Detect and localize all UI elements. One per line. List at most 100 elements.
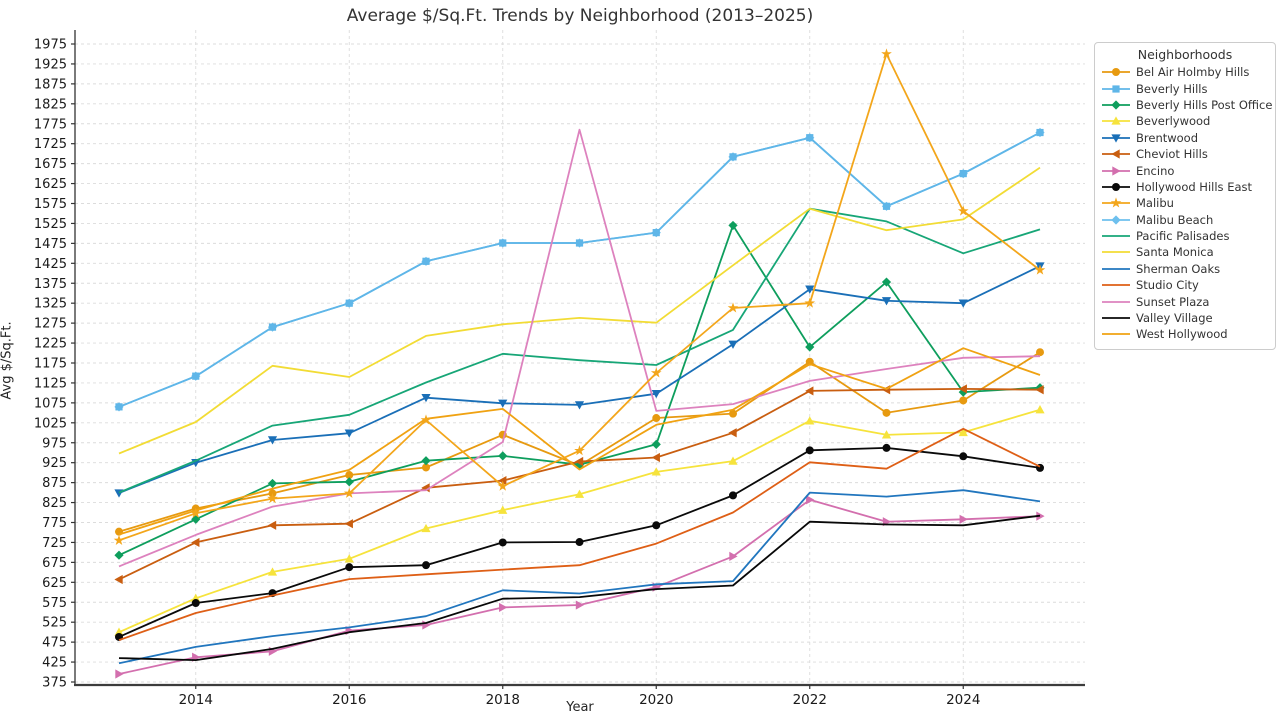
legend-label: Sunset Plaza [1136, 294, 1210, 309]
y-tick-label: 1475 [34, 237, 67, 252]
y-tick-label: 475 [42, 636, 67, 651]
legend-label: Beverly Hills Post Office [1136, 97, 1273, 112]
legend-item: Malibu Beach [1101, 212, 1269, 228]
series-valley-village [118, 514, 1041, 661]
legend-marker-triangle-up [1101, 114, 1131, 128]
series-studio-city [118, 427, 1041, 641]
legend-marker-none [1101, 295, 1131, 309]
y-tick-label: 625 [42, 576, 67, 591]
series-bel-air-holmby-hills [115, 348, 1044, 536]
y-tick-label: 875 [42, 476, 67, 491]
legend-item: Hollywood Hills East [1101, 179, 1269, 195]
series-beverly-hills [115, 128, 1044, 411]
legend-label: Beverlywood [1136, 114, 1211, 129]
legend-marker-diamond [1101, 98, 1131, 112]
y-tick-label: 925 [42, 456, 67, 471]
legend-label: Cheviot Hills [1136, 147, 1208, 162]
y-tick-label: 1625 [34, 177, 67, 192]
legend-item: Sherman Oaks [1101, 261, 1269, 277]
legend-item: Bel Air Holmby Hills [1101, 64, 1269, 80]
series-malibu [113, 48, 1046, 545]
y-tick-label: 1175 [34, 357, 67, 372]
x-tick-label: 2018 [486, 692, 520, 708]
legend-marker-none [1101, 327, 1131, 341]
legend-marker-star [1101, 196, 1131, 210]
legend-label: Brentwood [1136, 130, 1199, 145]
series-west-hollywood [118, 347, 1041, 536]
chart-title: Average $/Sq.Ft. Trends by Neighborhood … [346, 6, 814, 26]
legend-marker-none [1101, 229, 1131, 243]
series-sherman-oaks [118, 489, 1041, 665]
x-tick-label: 2024 [946, 692, 980, 708]
series-malibu-beach [114, 127, 1045, 412]
legend-item: Beverlywood [1101, 113, 1269, 129]
legend-marker-none [1101, 278, 1131, 292]
y-tick-label: 1025 [34, 416, 67, 431]
y-tick-label: 825 [42, 496, 67, 511]
legend-marker-circle [1101, 180, 1131, 194]
series-cheviot-hills [114, 384, 1044, 585]
legend-marker-triangle-left [1101, 147, 1131, 161]
y-tick-label: 575 [42, 596, 67, 611]
legend-label: West Hollywood [1136, 327, 1228, 342]
legend-item: Brentwood [1101, 130, 1269, 146]
legend-item: Sunset Plaza [1101, 293, 1269, 309]
series-santa-monica [118, 166, 1041, 455]
legend-item: Valley Village [1101, 310, 1269, 326]
y-tick-label: 425 [42, 656, 67, 671]
series-sunset-plaza [118, 128, 1041, 568]
legend-marker-none [1101, 262, 1131, 276]
legend-label: Malibu Beach [1136, 212, 1214, 227]
y-tick-label: 1425 [34, 257, 67, 272]
legend-item: Pacific Palisades [1101, 228, 1269, 244]
x-tick-label: 2014 [179, 692, 213, 708]
legend-label: Encino [1136, 163, 1175, 178]
legend-label: Malibu [1136, 196, 1174, 211]
legend-item: Santa Monica [1101, 244, 1269, 260]
y-tick-label: 725 [42, 536, 67, 551]
series-hollywood-hills-east [115, 443, 1044, 641]
legend-item: Cheviot Hills [1101, 146, 1269, 162]
y-tick-label: 1775 [34, 117, 67, 132]
series-pacific-palisades [118, 207, 1041, 494]
legend-item: Malibu [1101, 195, 1269, 211]
legend-marker-none [1101, 311, 1131, 325]
legend-item: Beverly Hills [1101, 80, 1269, 96]
legend-label: Sherman Oaks [1136, 261, 1221, 276]
x-axis-label: Year [566, 700, 594, 715]
series-brentwood [114, 262, 1045, 498]
y-tick-label: 525 [42, 616, 67, 631]
y-tick-label: 775 [42, 516, 67, 531]
y-tick-label: 375 [42, 676, 67, 691]
legend-label: Hollywood Hills East [1136, 179, 1253, 194]
legend-marker-circle [1101, 65, 1131, 79]
legend-item: Studio City [1101, 277, 1269, 293]
y-tick-label: 1975 [34, 38, 67, 53]
x-tick-label: 2020 [639, 692, 673, 708]
y-tick-label: 1125 [34, 376, 67, 391]
x-tick-label: 2022 [793, 692, 827, 708]
x-tick-label: 2016 [332, 692, 366, 708]
y-tick-label: 1875 [34, 77, 67, 92]
y-tick-label: 1075 [34, 396, 67, 411]
y-tick-label: 1925 [34, 57, 67, 72]
y-tick-label: 1275 [34, 317, 67, 332]
legend-marker-triangle-right [1101, 164, 1131, 178]
legend-label: Beverly Hills [1136, 81, 1208, 96]
y-tick-label: 975 [42, 436, 67, 451]
y-tick-label: 1225 [34, 337, 67, 352]
y-axis-label: Avg $/Sq.Ft. [0, 321, 15, 400]
legend-item: Beverly Hills Post Office [1101, 97, 1273, 113]
legend: Neighborhoods Bel Air Holmby Hills Beverl… [1094, 42, 1276, 350]
legend-label: Bel Air Holmby Hills [1136, 65, 1250, 80]
y-tick-label: 1725 [34, 137, 67, 152]
legend-label: Valley Village [1136, 311, 1213, 326]
y-tick-label: 1325 [34, 297, 67, 312]
legend-title: Neighborhoods [1137, 47, 1233, 62]
legend-marker-none [1101, 245, 1131, 259]
legend-marker-diamond [1101, 213, 1131, 227]
y-tick-label: 1675 [34, 157, 67, 172]
legend-label: Studio City [1136, 278, 1199, 293]
